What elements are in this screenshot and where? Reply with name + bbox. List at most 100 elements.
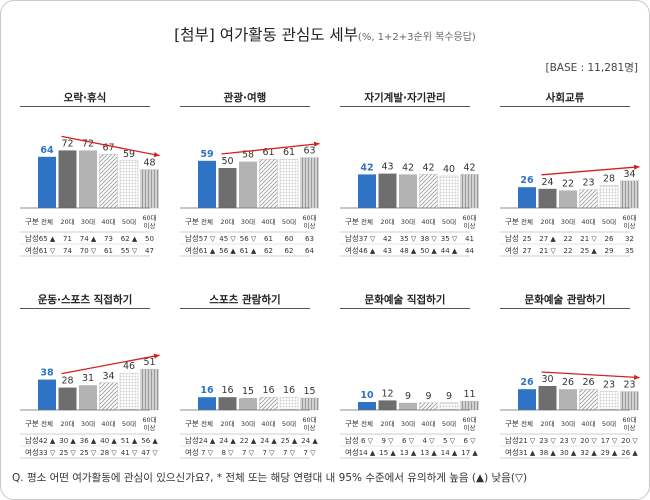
bar (559, 190, 577, 208)
bar (460, 400, 479, 411)
bar-value-label: 42 (360, 162, 373, 173)
bar-value-label: 30 (541, 374, 553, 385)
bar-value-label: 16 (200, 385, 214, 396)
female-row-label: 여성 (25, 447, 39, 457)
female-value: 38 ▲ (539, 449, 556, 457)
bar-value-label: 11 (463, 389, 475, 400)
male-value: 40 ▲ (100, 437, 117, 445)
male-value: 25 (523, 235, 532, 243)
female-value: 27 (523, 247, 532, 255)
female-value: 25 ▲ (580, 247, 597, 255)
category-label: 40대 (101, 420, 115, 428)
male-value: 25 ▲ (281, 437, 298, 445)
female-value: 74 (63, 247, 72, 255)
female-value: 32 ▲ (580, 449, 597, 457)
male-row-label: 남성 (25, 436, 39, 445)
female-value: 44 (465, 247, 474, 255)
female-value: 62 (285, 247, 294, 255)
bar-value-label: 51 (143, 357, 155, 368)
female-value: 31 ▲ (519, 449, 536, 457)
chart-panel: 문화예술 직접하기 10 12 9 9 9 11 구분 전체 20대 30대 40대 50대 60대 이상 남… (320, 292, 479, 482)
female-value: 48 ▲ (400, 247, 417, 255)
male-value: 41 (465, 235, 474, 243)
bar (599, 185, 619, 209)
category-label: 이상 (304, 423, 316, 432)
bar (538, 188, 557, 208)
category-label: 50대 (442, 218, 456, 226)
male-value: 63 (305, 235, 314, 243)
male-value: 6 ▽ (361, 437, 374, 445)
bar-value-label: 28 (603, 174, 615, 185)
bar (259, 158, 278, 209)
category-label: 50대 (122, 420, 136, 428)
category-label: 20대 (380, 420, 394, 428)
bar (518, 389, 536, 410)
bar-value-label: 38 (40, 368, 54, 379)
male-value: 24 ▲ (260, 437, 277, 445)
category-label: 전체 (201, 217, 213, 226)
bar (218, 168, 237, 208)
male-value: 30 ▲ (59, 437, 76, 445)
category-label: 50대 (282, 420, 296, 428)
male-row-label: 남성 (505, 436, 519, 445)
male-value: 51 ▲ (121, 437, 138, 445)
category-label: 20대 (540, 420, 554, 428)
trend-arrowhead (153, 353, 160, 359)
title-underline (340, 308, 470, 309)
bar-value-label: 42 (463, 162, 475, 173)
category-label: 40대 (261, 420, 275, 428)
category-label: 30대 (241, 218, 255, 226)
male-value: 65 ▲ (39, 235, 56, 243)
title-underline (180, 308, 310, 309)
category-label: 이상 (624, 221, 636, 230)
female-value: 61 ▲ (199, 247, 216, 255)
category-label: 이상 (464, 221, 476, 230)
male-value: 17 ▽ (601, 437, 618, 445)
bar (198, 397, 216, 410)
category-label: 이상 (304, 221, 316, 230)
category-label: 40대 (581, 420, 595, 428)
bar-value-label: 42 (422, 162, 434, 173)
female-value: 61 (104, 247, 113, 255)
bar (378, 400, 397, 410)
bar (399, 402, 417, 410)
title-underline (20, 106, 150, 107)
page-title: [첨부] 여가활동 관심도 세부(%, 1+2+3순위 복수응답) (174, 26, 476, 44)
bar (198, 160, 216, 208)
male-value: 73 (104, 235, 113, 243)
bar (378, 173, 397, 208)
female-value: 29 ▲ (601, 449, 618, 457)
category-label: 60대 (462, 214, 476, 222)
male-value: 50 (145, 235, 154, 243)
female-value: 8 ▽ (221, 449, 234, 457)
bar-value-label: 16 (262, 385, 274, 396)
male-value: 24 ▲ (199, 437, 216, 445)
bar-value-label: 26 (562, 377, 574, 388)
bar-value-label: 16 (221, 385, 233, 396)
female-row-label: 여성 (505, 447, 519, 457)
male-row-label: 남성 (345, 436, 359, 445)
male-value: 56 ▲ (141, 437, 158, 445)
bar-value-label: 28 (61, 376, 73, 387)
category-label: 전체 (201, 419, 213, 428)
male-value: 71 (63, 235, 72, 243)
male-value: 6 ▽ (402, 437, 415, 445)
title-underline (500, 308, 630, 309)
female-value: 61 ▽ (39, 247, 56, 255)
category-label: 20대 (380, 218, 394, 226)
female-value: 25 ▽ (80, 449, 97, 457)
bar-value-label: 34 (623, 169, 635, 180)
bar (119, 372, 139, 411)
male-row-label: 남성 (345, 234, 359, 243)
female-value: 33 ▽ (39, 449, 56, 457)
male-value: 42 ▲ (39, 437, 56, 445)
bar (419, 174, 438, 209)
bar (239, 398, 257, 410)
male-value: 5 ▽ (443, 437, 456, 445)
female-value: 56 ▲ (219, 247, 236, 255)
female-row-label: 여성 (25, 245, 39, 255)
male-value: 20 ▽ (580, 437, 597, 445)
bar (140, 169, 159, 209)
bar-value-label: 63 (303, 146, 315, 157)
